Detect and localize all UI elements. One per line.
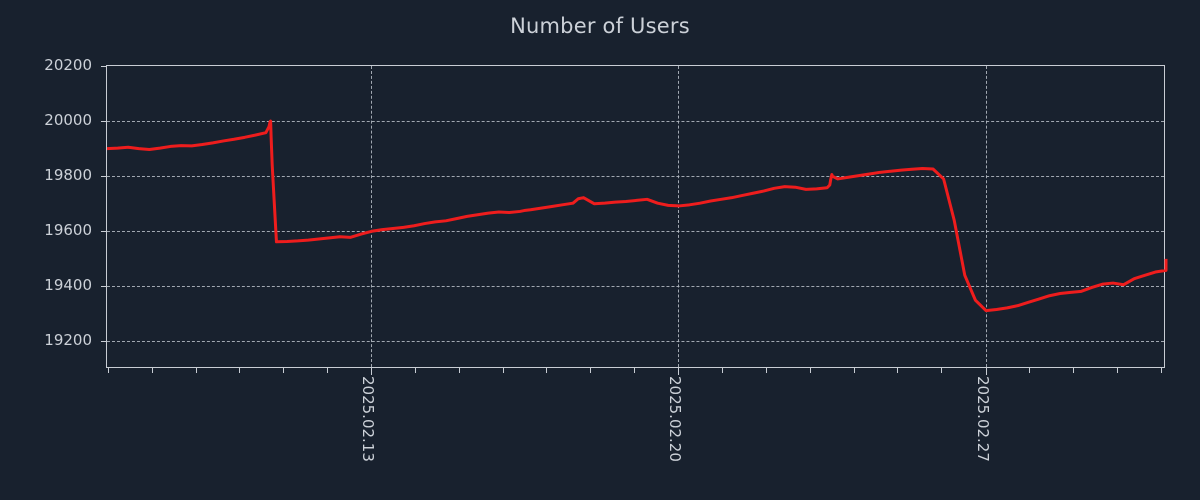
x-tick-label: 2025.02.27: [973, 376, 992, 462]
x-tick-mark-minor: [897, 367, 899, 373]
x-tick-mark-minor: [458, 367, 460, 373]
y-tick-label: 19800: [44, 166, 92, 185]
y-tick-label: 19200: [44, 331, 92, 350]
y-tick-label: 20200: [44, 56, 92, 74]
chart-title: Number of Users: [510, 14, 690, 38]
x-tick-mark-major: [985, 367, 987, 375]
x-tick-mark-minor: [327, 367, 329, 373]
x-tick-mark-minor: [1160, 367, 1162, 373]
x-tick-mark-minor: [590, 367, 592, 373]
gridline-horizontal: [107, 286, 1164, 288]
x-tick-mark-minor: [634, 367, 636, 373]
gridline-vertical: [678, 66, 679, 367]
x-tick-label: 2025.02.20: [666, 376, 684, 462]
series-line-users: [107, 66, 1166, 369]
x-tick-mark-minor: [195, 367, 197, 373]
x-tick-mark-minor: [853, 367, 855, 373]
series-polyline: [107, 121, 1166, 311]
x-tick-mark-minor: [239, 367, 241, 373]
x-tick-mark-minor: [107, 367, 109, 373]
plot-area: [101, 65, 1166, 375]
x-tick-mark-major: [678, 367, 679, 375]
y-tick-label: 20000: [44, 111, 92, 130]
y-tick-mark: [101, 176, 107, 178]
y-tick-mark: [101, 121, 107, 123]
y-tick-mark: [101, 341, 107, 343]
x-tick-mark-minor: [1072, 367, 1074, 373]
x-tick-mark-minor: [809, 367, 811, 373]
y-tick-mark: [101, 286, 107, 288]
y-tick-mark: [101, 231, 107, 233]
gridline-horizontal: [107, 341, 1164, 343]
x-tick-mark-minor: [414, 367, 416, 373]
gridline-vertical: [371, 66, 372, 367]
x-tick-mark-minor: [546, 367, 548, 373]
gridline-horizontal: [107, 121, 1164, 123]
y-tick-mark: [101, 66, 107, 67]
x-tick-mark-minor: [283, 367, 285, 373]
x-tick-mark-minor: [941, 367, 943, 373]
gridline-horizontal: [107, 231, 1164, 233]
x-tick-mark-minor: [765, 367, 767, 373]
x-tick-mark-minor: [151, 367, 153, 373]
gridline-vertical: [985, 66, 987, 367]
x-tick-mark-minor: [1028, 367, 1030, 373]
x-tick-mark-major: [371, 367, 372, 375]
x-tick-mark-minor: [502, 367, 504, 373]
x-tick-mark-minor: [1116, 367, 1118, 373]
y-tick-label: 19600: [44, 221, 92, 240]
x-tick-mark-minor: [721, 367, 723, 373]
gridline-horizontal: [107, 176, 1164, 178]
x-tick-label: 2025.02.13: [359, 376, 377, 462]
y-tick-label: 19400: [44, 276, 92, 295]
